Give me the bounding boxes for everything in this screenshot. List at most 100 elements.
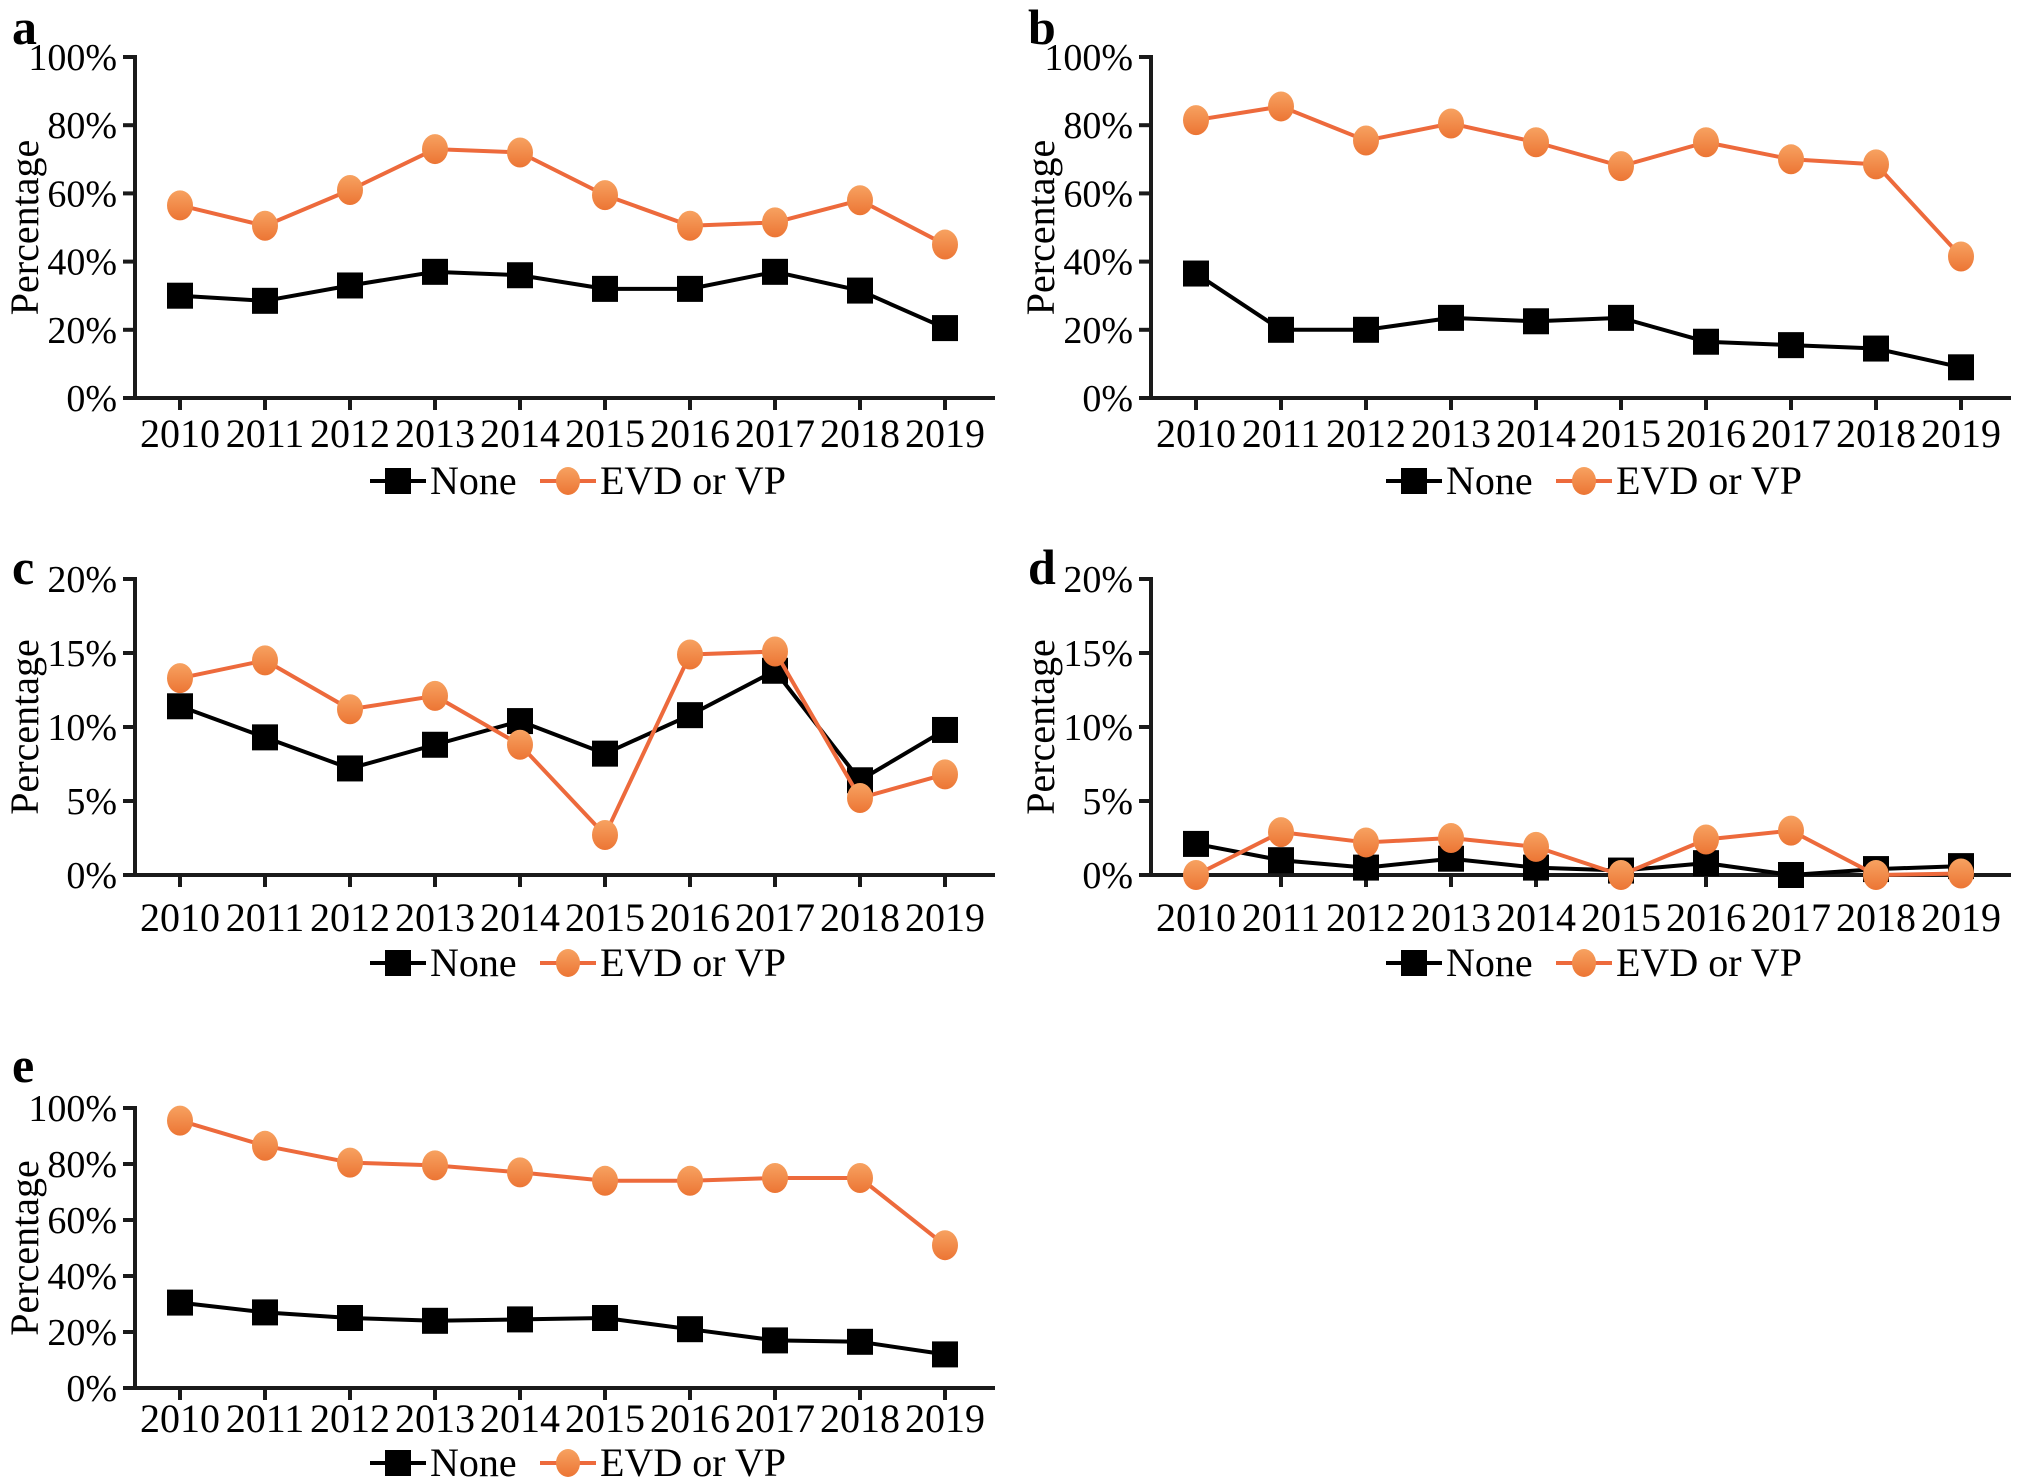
x-tick-label: 2014 <box>480 411 560 456</box>
legend-none-square-marker <box>385 468 411 494</box>
x-tick-label: 2017 <box>735 895 815 940</box>
x-tick-label: 2013 <box>1411 895 1491 940</box>
evd-or-vp-data-point-marker <box>1268 817 1294 848</box>
panel-label: a <box>12 0 37 55</box>
evd-or-vp-data-point-marker <box>762 1163 788 1193</box>
legend-evd-label: EVD or VP <box>1616 458 1802 503</box>
x-tick-label: 2017 <box>735 411 815 456</box>
none-series-line <box>179 668 947 783</box>
evd-or-vp-series-line <box>1195 828 1962 877</box>
evd-or-vp-data-point-marker <box>422 680 448 711</box>
x-tick-label: 2015 <box>1581 895 1661 940</box>
y-tick-label: 20% <box>1063 559 1133 601</box>
y-tick-label: 40% <box>1063 242 1133 284</box>
y-tick-label: 40% <box>47 1256 117 1298</box>
y-tick-label: 5% <box>1082 781 1133 823</box>
y-tick-label: 0% <box>1082 855 1133 897</box>
legend-none-label: None <box>1446 458 1533 503</box>
none-data-point-marker <box>932 1341 958 1368</box>
evd-or-vp-data-point-marker <box>1948 858 1974 889</box>
evd-or-vp-data-point-marker <box>1948 241 1974 272</box>
evd-or-vp-data-point-marker <box>762 636 788 667</box>
none-data-point-marker <box>677 702 703 729</box>
x-tick-label: 2019 <box>905 1396 985 1441</box>
none-data-point-marker <box>1863 335 1889 362</box>
legend-evd-circle-marker <box>556 1449 580 1477</box>
x-tick-label: 2019 <box>1921 895 2001 940</box>
panel-c: c 0% 5% 10% 15% 20% 2010 2011 2012 2013 2014 2015 2… <box>0 540 1016 1020</box>
x-tick-label: 2014 <box>1496 895 1576 940</box>
x-tick-label: 2015 <box>565 895 645 940</box>
legend-none-square-marker <box>385 1450 411 1476</box>
x-tick-label: 2017 <box>735 1396 815 1441</box>
evd-or-vp-data-point-marker <box>932 759 958 790</box>
evd-or-vp-series-line <box>179 1118 947 1247</box>
legend-evd-label: EVD or VP <box>600 1440 786 1482</box>
x-tick-label: 2018 <box>820 895 900 940</box>
none-data-point-marker <box>422 1307 448 1334</box>
x-tick-label: 2016 <box>650 411 730 456</box>
none-data-point-marker <box>252 1299 278 1326</box>
none-data-point-marker <box>762 1327 788 1354</box>
evd-or-vp-data-point-marker <box>592 180 618 211</box>
x-tick-label: 2010 <box>140 895 220 940</box>
none-series-line <box>1194 271 1962 370</box>
legend: None EVD or VP <box>370 1440 786 1482</box>
evd-or-vp-data-point-marker <box>847 185 873 216</box>
y-tick-label: 20% <box>47 310 117 352</box>
none-data-point-marker <box>422 731 448 758</box>
x-tick-label: 2011 <box>226 1396 305 1441</box>
evd-or-vp-data-point-marker <box>847 783 873 814</box>
none-data-point-marker <box>592 1305 618 1331</box>
y-axis-title: Percentage <box>1018 140 1063 315</box>
x-tick-label: 2010 <box>1156 411 1236 456</box>
evd-or-vp-data-point-marker <box>1778 144 1804 175</box>
x-tick-label: 2017 <box>1751 895 1831 940</box>
none-data-point-marker <box>1523 308 1549 335</box>
evd-or-vp-data-point-marker <box>252 1130 278 1161</box>
panel-label: c <box>12 539 35 595</box>
legend-none-label: None <box>430 458 517 503</box>
x-tick-label: 2011 <box>226 411 305 456</box>
evd-or-vp-data-point-marker <box>1863 149 1889 180</box>
x-tick-label: 2011 <box>1242 411 1321 456</box>
evd-or-vp-data-point-marker <box>932 1230 958 1261</box>
evd-or-vp-data-point-marker <box>167 663 193 694</box>
none-data-point-marker <box>1778 862 1804 888</box>
none-series-line <box>1195 841 1962 877</box>
none-data-point-marker <box>1608 304 1634 331</box>
x-tick-label: 2011 <box>1242 895 1321 940</box>
legend-none-label: None <box>1446 940 1533 985</box>
line-chart-b: 0%20%40%60%80%100%2010 2011 2012 2013 2014 20… <box>1018 37 2011 503</box>
y-tick-label: 20% <box>1063 310 1133 352</box>
evd-or-vp-data-point-marker <box>167 190 193 221</box>
evd-or-vp-data-point-marker <box>1353 125 1379 156</box>
none-data-point-marker <box>422 258 448 285</box>
none-data-point-marker <box>1693 850 1719 877</box>
y-tick-label: 60% <box>1063 173 1133 215</box>
none-data-point-marker <box>337 755 363 782</box>
x-tick-label: 2016 <box>650 895 730 940</box>
legend-none-label: None <box>430 940 517 985</box>
x-tick-label: 2012 <box>310 895 390 940</box>
evd-or-vp-data-point-marker <box>1353 827 1379 858</box>
none-data-point-marker <box>167 693 193 720</box>
evd-or-vp-data-point-marker <box>677 1165 703 1196</box>
y-tick-label: 100% <box>28 37 117 79</box>
evd-or-vp-data-point-marker <box>167 1105 193 1136</box>
evd-or-vp-data-point-marker <box>762 207 788 238</box>
y-tick-label: 80% <box>47 1144 117 1186</box>
y-tick-label: 60% <box>47 1200 117 1242</box>
evd-or-vp-data-point-marker <box>1608 860 1634 890</box>
y-tick-label: 10% <box>47 707 117 749</box>
legend-evd-circle-marker <box>556 467 580 495</box>
legend-evd-label: EVD or VP <box>600 940 786 985</box>
x-tick-label: 2013 <box>395 895 475 940</box>
none-data-point-marker <box>677 275 703 302</box>
none-data-point-marker <box>677 1316 703 1343</box>
legend: None EVD or VP <box>1386 940 1802 985</box>
x-tick-label: 2019 <box>1921 411 2001 456</box>
evd-or-vp-data-point-marker <box>847 1163 873 1193</box>
none-data-point-marker <box>167 1289 193 1316</box>
x-tick-label: 2015 <box>565 1396 645 1441</box>
